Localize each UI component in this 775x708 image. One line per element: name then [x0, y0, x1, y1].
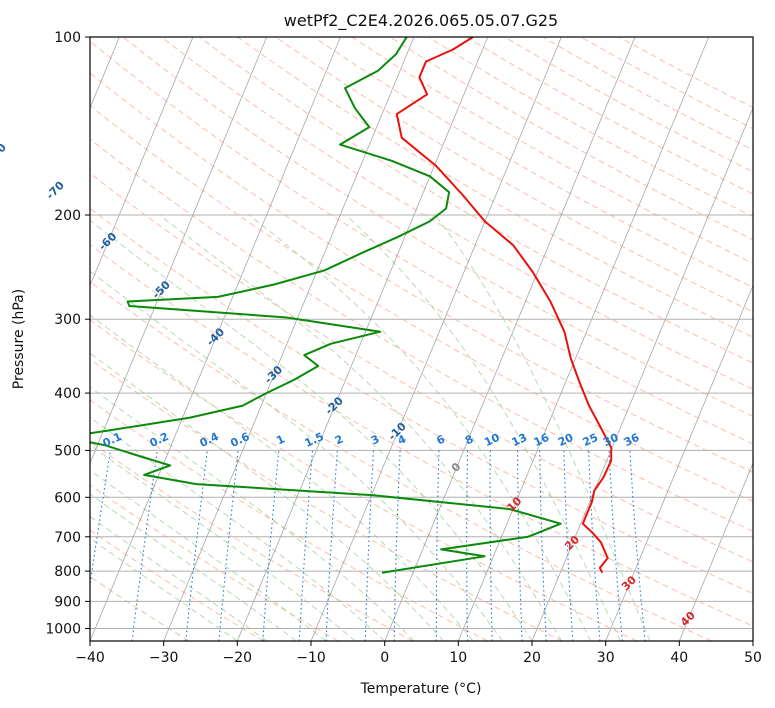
moist-adiabat [90, 219, 533, 641]
sounding-traces [90, 37, 613, 574]
x-tick-label: 40 [670, 650, 688, 666]
dry-adiabat [90, 319, 638, 641]
y-tick-label: 700 [54, 530, 81, 546]
moist-adiabat [90, 352, 444, 641]
y-tick-label: 500 [54, 443, 81, 459]
moist-adiabat [345, 214, 621, 641]
moist-adiabat [90, 537, 238, 641]
plot-frame [89, 36, 754, 642]
x-tick-label: −20 [223, 650, 253, 666]
mixing-ratio-value-label: 20 [556, 431, 576, 449]
mixing-ratio-line [185, 450, 208, 641]
x-axis-label: Temperature (°C) [360, 681, 482, 697]
axes-ticks: −40 −30 −20 −10 0 10 20 30 40 50 100 200 300 400 500 60… [45, 30, 762, 666]
y-tick-label: 100 [54, 30, 81, 46]
y-tick-label: 400 [54, 386, 81, 402]
temperature-trace [395, 37, 613, 574]
mixing-ratio-line [262, 450, 280, 641]
isotherm-line [384, 37, 636, 641]
mixing-ratio-line [131, 450, 158, 641]
dewpoint-trace [90, 37, 562, 574]
moist-adiabat [90, 386, 415, 641]
x-tick-label: 50 [744, 650, 762, 666]
x-tick-label: 20 [523, 650, 541, 666]
mixing-ratio-value-label: 25 [581, 431, 600, 449]
moist-adiabat [90, 314, 474, 641]
mixing-ratio-value-label: 36 [622, 431, 642, 449]
dry-adiabat [313, 37, 753, 288]
isotherm-line [163, 37, 415, 641]
mixing-ratio-value-label: 30 [601, 431, 621, 449]
isotherm-line [90, 37, 268, 465]
isotherm-value-label: -80 [0, 141, 9, 164]
moist-adiabat [90, 444, 356, 641]
y-tick-label: 300 [54, 312, 81, 328]
y-tick-label: 600 [54, 490, 81, 506]
dry-adiabat [90, 281, 712, 641]
mixing-ratio-line [517, 450, 523, 641]
mixing-ratio-line [298, 450, 314, 641]
moist-adiabat [434, 214, 651, 641]
dry-adiabat [90, 529, 264, 641]
mixing-ratio-line [218, 450, 239, 641]
dry-adiabat [237, 37, 753, 338]
isotherm-line [678, 462, 753, 641]
dry-adiabat [90, 484, 339, 641]
moist-adiabat [90, 416, 386, 641]
moist-adiabat [158, 214, 562, 641]
y-tick-label: 800 [54, 564, 81, 580]
moist-adiabat [90, 493, 297, 641]
isotherm-line [236, 37, 489, 641]
isotherm-line [90, 37, 341, 641]
x-tick-label: −10 [296, 650, 326, 666]
mixing-ratio-line [608, 450, 623, 641]
y-axis-label: Pressure (hPa) [11, 289, 27, 389]
mixing-ratio-line [364, 450, 375, 641]
mixing-ratio-line [489, 450, 493, 641]
dry-adiabat [90, 40, 753, 445]
x-tick-label: −30 [149, 650, 179, 666]
y-tick-label: 900 [54, 594, 81, 610]
y-tick-label: 1000 [45, 622, 81, 638]
x-tick-label: 10 [449, 650, 467, 666]
isotherm-line [531, 106, 753, 641]
isotherm-line [90, 37, 194, 287]
dry-adiabat [90, 72, 753, 473]
dry-adiabat [90, 172, 753, 563]
x-tick-label: 30 [597, 650, 615, 666]
mixing-ratio-line [90, 450, 112, 588]
mixing-ratio-line [629, 450, 646, 641]
isotherm-line [310, 37, 562, 641]
mixing-ratio-value-label: 10 [482, 431, 502, 449]
x-tick-label: −40 [75, 650, 105, 666]
background-lines [90, 37, 753, 641]
mixing-ratio-line [393, 450, 401, 641]
chart-title: wetPf2_C2E4.2026.065.05.07.G25 [284, 11, 558, 31]
mixing-ratio-line [563, 450, 574, 641]
x-tick-label: 0 [380, 650, 389, 666]
dry-adiabat [90, 138, 753, 532]
moist-adiabat [90, 270, 503, 641]
dry-adiabat [90, 243, 753, 627]
moist-adiabat [248, 214, 592, 641]
mixing-ratio-line [435, 450, 440, 641]
dry-adiabat [90, 358, 563, 641]
moist-adiabat [90, 469, 327, 641]
moist-adiabat [90, 515, 268, 641]
mixing-ratio-value-label: 13 [510, 431, 529, 449]
isotherm-line [605, 284, 753, 641]
mixing-ratio-line [466, 450, 469, 641]
mixing-ratio-value-label: 16 [532, 431, 552, 449]
mixing-ratio-line [539, 450, 547, 641]
mixing-ratio-line [588, 450, 601, 641]
mixing-ratio-line [325, 450, 338, 641]
dry-adiabat [199, 37, 753, 364]
y-tick-label: 200 [54, 208, 81, 224]
dry-adiabat [90, 207, 753, 595]
